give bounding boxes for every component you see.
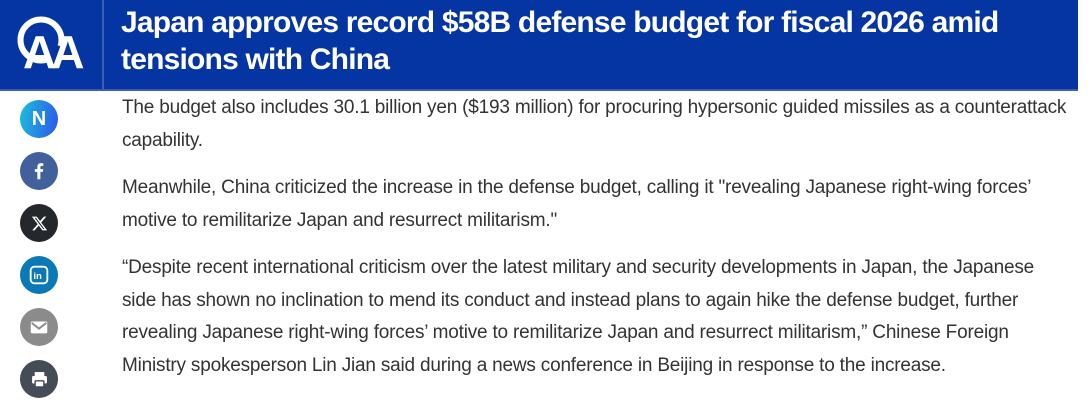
article-paragraph: “Despite recent international criticism … (122, 257, 1035, 376)
share-x-button[interactable] (20, 204, 58, 242)
news-app-n-icon: N (31, 108, 47, 130)
article-paragraph: Meanwhile, China criticized the increase… (122, 177, 1031, 231)
aa-logo-icon: AA (17, 16, 87, 78)
aa-logo-text: AA (23, 26, 83, 78)
headline-block: Japan approves record $58B defense budge… (104, 0, 1078, 89)
linkedin-icon: in (29, 265, 49, 285)
x-icon (31, 216, 47, 230)
facebook-icon (34, 163, 44, 180)
article-header: AA Japan approves record $58B defense bu… (0, 0, 1078, 91)
share-facebook-button[interactable] (20, 152, 58, 190)
share-email-button[interactable] (20, 308, 58, 346)
share-news-app-button[interactable]: N (20, 100, 58, 138)
article-headline: Japan approves record $58B defense budge… (121, 6, 999, 76)
share-rail: N in (20, 100, 58, 398)
svg-text:in: in (33, 271, 42, 282)
share-print-button[interactable] (20, 360, 58, 398)
email-icon (30, 321, 48, 334)
aa-logo[interactable]: AA (0, 0, 104, 89)
article-body: The budget also includes 30.1 billion ye… (122, 92, 1068, 397)
article-paragraph: The budget also includes 30.1 billion ye… (122, 97, 1067, 151)
share-linkedin-button[interactable]: in (20, 256, 58, 294)
print-icon (31, 371, 47, 388)
